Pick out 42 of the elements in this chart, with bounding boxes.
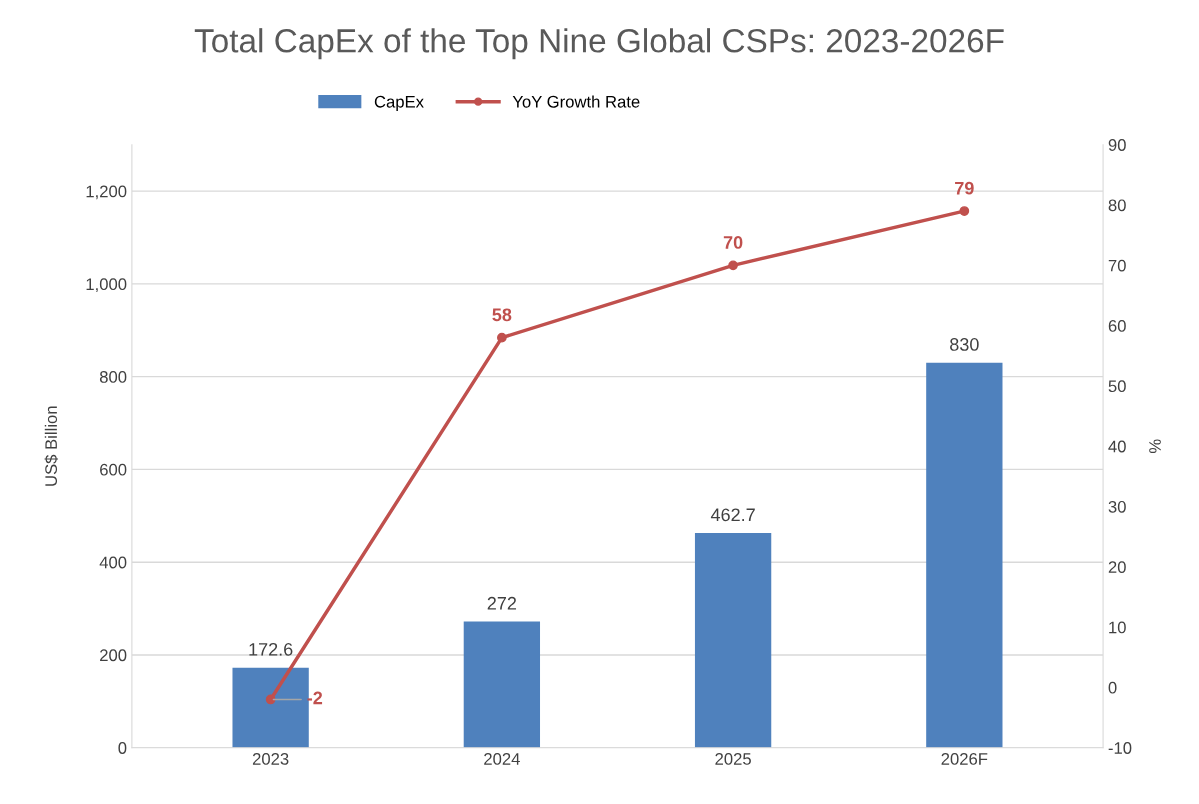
x-tick-label: 2026F bbox=[941, 753, 988, 765]
data-label: 462.7 bbox=[710, 508, 755, 522]
data-label: 79 bbox=[955, 181, 974, 195]
bar bbox=[463, 621, 541, 748]
legend-label: CapEx bbox=[374, 95, 424, 111]
point bbox=[959, 206, 970, 216]
y-axis-title: US$ Billion bbox=[44, 406, 59, 486]
data-label: 172.6 bbox=[249, 642, 293, 656]
y2-tick-label: 50 bbox=[1108, 380, 1126, 393]
x-tick-label: 2024 bbox=[484, 753, 520, 765]
data-label: 830 bbox=[950, 338, 979, 351]
y-tick-label: 200 bbox=[100, 649, 127, 662]
y-tick-label: 1,200 bbox=[86, 185, 127, 200]
y-tick-label: 600 bbox=[100, 463, 127, 476]
y2-tick-label: 90 bbox=[1108, 139, 1126, 151]
y2-tick-label: 80 bbox=[1108, 199, 1126, 212]
chart-title: Total CapEx of the Top Nine Global CSPs: 2023-2026F bbox=[194, 28, 1004, 60]
y-tick-label: 400 bbox=[99, 556, 127, 569]
point bbox=[497, 332, 507, 343]
y-tick-label: 1,000 bbox=[86, 278, 127, 293]
y2-tick-label: 40 bbox=[1108, 440, 1126, 453]
data-label: 58 bbox=[492, 308, 512, 322]
bar bbox=[926, 362, 1003, 748]
point bbox=[265, 694, 276, 705]
y-tick-label: 800 bbox=[99, 371, 127, 383]
y2-tick-label: 60 bbox=[1108, 320, 1126, 332]
x-tick-label: 2023 bbox=[252, 753, 289, 765]
y2-tick-label: 20 bbox=[1108, 561, 1126, 574]
y2-tick-label: 0 bbox=[1108, 681, 1117, 694]
y-tick-label: 0 bbox=[118, 742, 127, 754]
legend-label: YoY Growth Rate bbox=[512, 95, 640, 108]
bar bbox=[694, 533, 772, 748]
bar bbox=[232, 667, 309, 748]
y2-tick-label: -10 bbox=[1108, 742, 1132, 754]
data-label: 272 bbox=[487, 596, 517, 610]
data-label: 70 bbox=[723, 236, 743, 249]
y2-tick-label: 10 bbox=[1109, 621, 1126, 634]
y2-axis-title: % bbox=[1149, 439, 1161, 454]
x-tick-label: 2025 bbox=[715, 753, 751, 765]
y2-tick-label: 30 bbox=[1108, 500, 1126, 513]
y2-tick-label: 70 bbox=[1108, 259, 1126, 272]
point bbox=[728, 260, 738, 271]
